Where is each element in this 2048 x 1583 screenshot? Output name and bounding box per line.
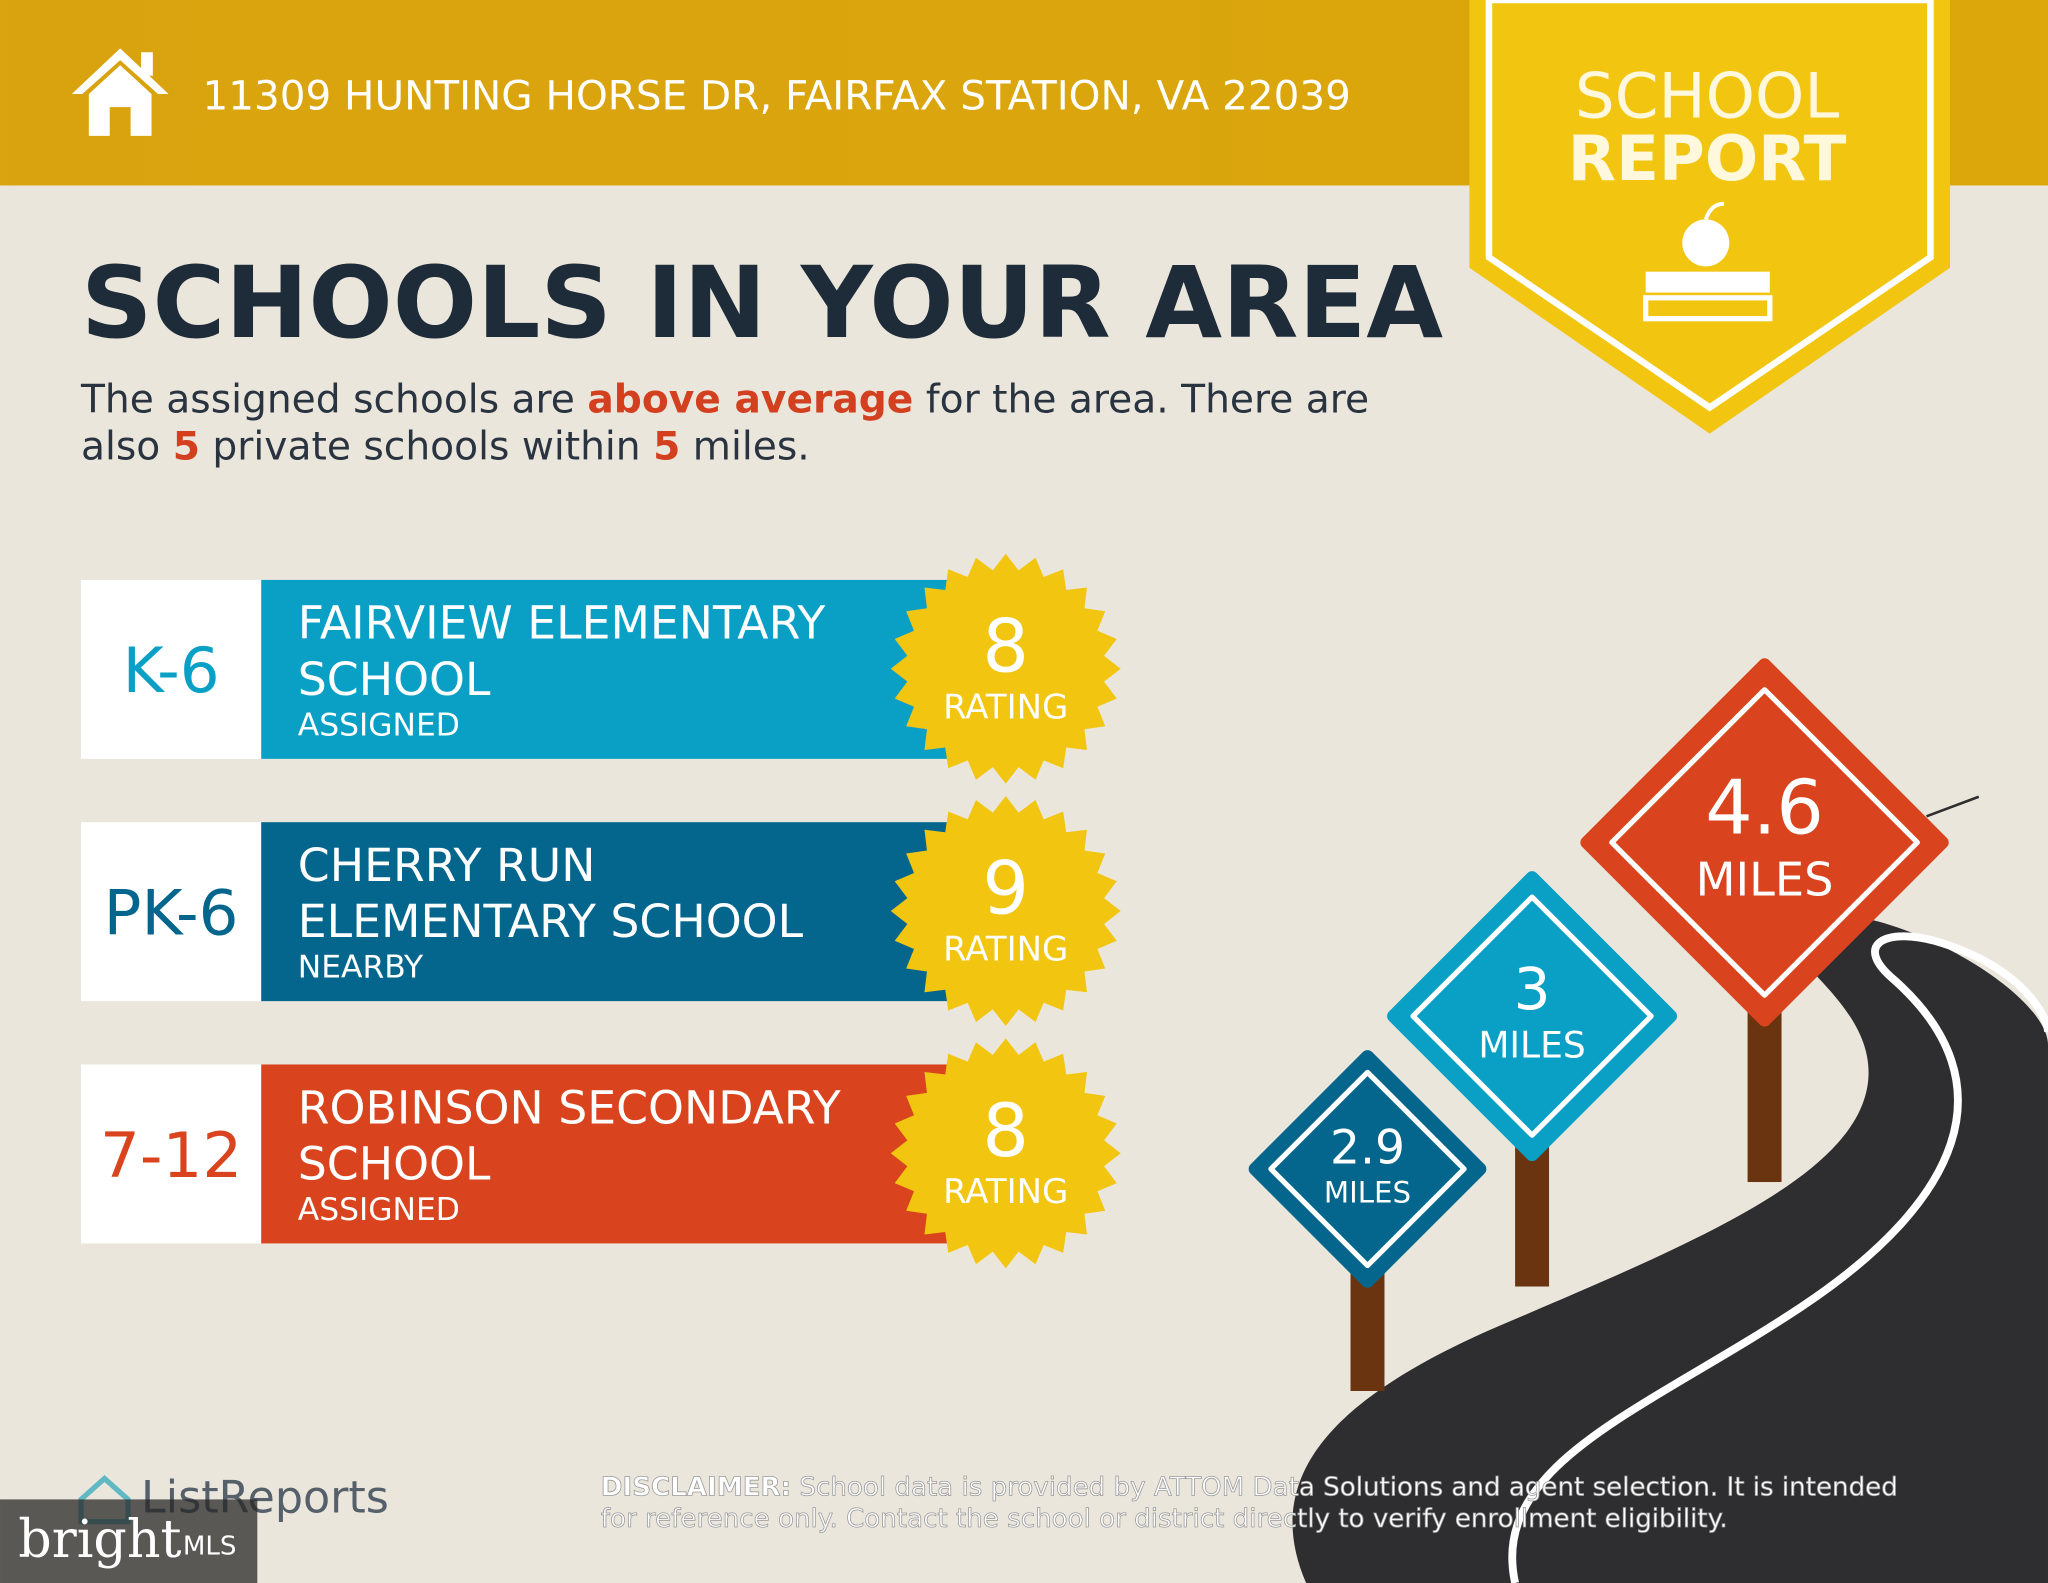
disclaimer: DISCLAIMER: School data is provided by A… [601, 1472, 1898, 1502]
rating: 9 [982, 847, 1029, 932]
school-status: ASSIGNED [298, 707, 460, 743]
rating-badge [890, 553, 1121, 784]
disclaimer-label: DISCLAIMER: [601, 1472, 791, 1502]
rating-label: RATING [943, 687, 1068, 727]
distance-value: 2.9 [1330, 1120, 1405, 1175]
badge-line: REPORT [1568, 122, 1847, 195]
grade-box [80, 579, 262, 759]
distance-value: 4.6 [1705, 765, 1824, 852]
grade-box [80, 822, 262, 1002]
rating-badge [890, 796, 1121, 1026]
grade: 7-12 [100, 1119, 242, 1192]
school-name: ELEMENTARY SCHOOL [298, 895, 804, 948]
rating: 8 [982, 1089, 1029, 1174]
school-name: SCHOOL [298, 653, 491, 706]
title: SCHOOLS IN YOUR AREA [81, 246, 1443, 361]
distance-unit: MILES [1324, 1176, 1411, 1210]
badge: SCHOOL REPORT [1469, 0, 1951, 434]
grade-box [80, 1064, 262, 1244]
distance-value: 3 [1514, 955, 1551, 1023]
summary-text: private schools within [200, 425, 653, 470]
school-name: SCHOOL [298, 1137, 491, 1190]
disclaimer: for reference only. Contact the school o… [601, 1504, 1728, 1534]
distance-unit: MILES [1478, 1025, 1585, 1067]
grade: PK-6 [104, 877, 239, 950]
summary-highlight: above average [587, 378, 913, 423]
school-name: ROBINSON SECONDARY [298, 1081, 841, 1134]
summary-line: also 5 private schools within 5 miles. [81, 425, 810, 470]
watermark-text: bright [18, 1510, 181, 1570]
sign-face [1410, 894, 1654, 1138]
school-bar [261, 822, 967, 1002]
sign-face [1580, 658, 1949, 1027]
disclaimer-text: School data is provided by ATTOM Data So… [791, 1472, 1898, 1502]
distance-unit: MILES [1696, 853, 1834, 907]
rating-badge [890, 1038, 1121, 1269]
sign-face [1609, 687, 1920, 998]
road [1292, 795, 2048, 1583]
school-status: NEARBY [298, 950, 424, 986]
sign-face [1268, 1069, 1467, 1269]
summary-text: The assigned schools are [80, 378, 587, 423]
sign-face [1387, 871, 1678, 1162]
house-icon [71, 48, 169, 136]
summary-highlight: 5 [173, 425, 200, 470]
summary-line: The assigned schools are above average f… [80, 378, 1369, 423]
school-status: ASSIGNED [298, 1192, 460, 1228]
badge-line: SCHOOL [1575, 60, 1839, 133]
school-name: FAIRVIEW ELEMENTARY [298, 597, 826, 650]
rating-label: RATING [943, 1172, 1068, 1212]
rating-label: RATING [943, 930, 1068, 970]
rating: 8 [982, 604, 1029, 689]
sign-face [1248, 1050, 1487, 1288]
summary-highlight: 5 [653, 425, 680, 470]
watermark-text: MLS [183, 1531, 237, 1561]
school-bar [261, 1064, 967, 1244]
summary-text: miles. [680, 425, 809, 470]
grade: K-6 [123, 634, 220, 707]
school-bar [261, 579, 967, 759]
summary-text: also [81, 425, 173, 470]
summary-text: for the area. There are [913, 378, 1369, 423]
watermark: bright MLS [0, 1499, 258, 1583]
address: 11309 HUNTING HORSE DR, FAIRFAX STATION,… [202, 72, 1350, 120]
school-name: CHERRY RUN [298, 839, 596, 892]
